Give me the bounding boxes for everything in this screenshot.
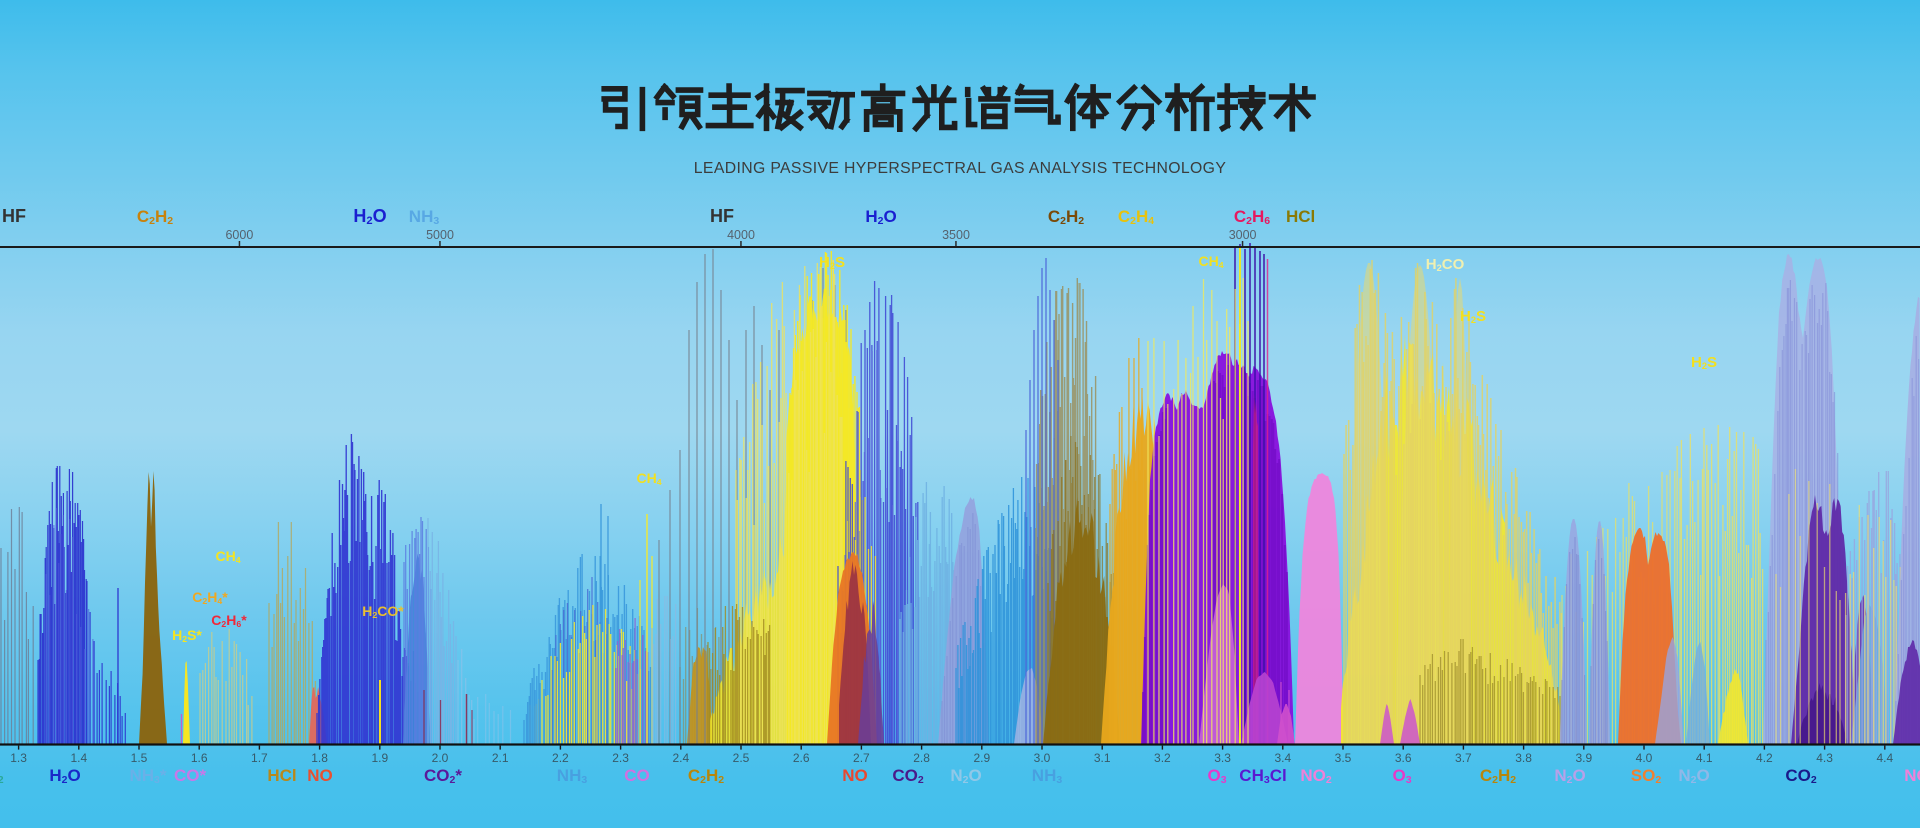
svg-text:HF: HF	[710, 206, 734, 226]
svg-text:3.8: 3.8	[1515, 751, 1532, 765]
svg-text:4000: 4000	[727, 228, 755, 242]
svg-text:4.4: 4.4	[1876, 751, 1893, 765]
svg-text:H2S: H2S	[819, 254, 845, 271]
svg-text:3.9: 3.9	[1575, 751, 1592, 765]
svg-text:3.4: 3.4	[1274, 751, 1291, 765]
svg-text:CH4: CH4	[636, 470, 661, 487]
svg-text:1.8: 1.8	[311, 751, 328, 765]
svg-text:H2S*: H2S*	[172, 627, 202, 644]
svg-text:SO2: SO2	[1631, 766, 1662, 786]
svg-text:1.4: 1.4	[70, 751, 87, 765]
svg-text:O3: O3	[1207, 766, 1226, 786]
svg-text:2.4: 2.4	[672, 751, 689, 765]
svg-text:2.1: 2.1	[492, 751, 509, 765]
svg-text:NH3: NH3	[1032, 766, 1063, 786]
svg-text:2.5: 2.5	[733, 751, 750, 765]
svg-text:H2O: H2O	[49, 766, 80, 786]
svg-text:NO2: NO2	[1300, 766, 1332, 786]
svg-text:C2H2: C2H2	[1048, 207, 1084, 227]
svg-text:CH4: CH4	[215, 548, 240, 565]
svg-text:3.1: 3.1	[1094, 751, 1111, 765]
svg-text:2.9: 2.9	[973, 751, 990, 765]
svg-text:5000: 5000	[426, 228, 454, 242]
svg-text:CO*: CO*	[174, 766, 207, 785]
svg-text:H2S: H2S	[1691, 354, 1717, 371]
svg-text:4.1: 4.1	[1696, 751, 1713, 765]
svg-text:HCl: HCl	[267, 766, 296, 785]
svg-text:3500: 3500	[942, 228, 970, 242]
svg-text:N2O: N2O	[1554, 766, 1585, 786]
svg-text:4.0: 4.0	[1636, 751, 1653, 765]
svg-text:3.7: 3.7	[1455, 751, 1472, 765]
svg-text:1.3: 1.3	[10, 751, 27, 765]
svg-text:H2CO: H2CO	[1426, 256, 1465, 273]
svg-text:3.0: 3.0	[1034, 751, 1051, 765]
svg-text:C2H2: C2H2	[137, 207, 173, 227]
svg-text:3000: 3000	[1229, 228, 1257, 242]
svg-text:NH3: NH3	[557, 766, 588, 786]
svg-text:3.3: 3.3	[1214, 751, 1231, 765]
svg-text:2.2: 2.2	[552, 751, 569, 765]
svg-text:CH4: CH4	[1198, 253, 1223, 270]
svg-text:NH3*: NH3*	[129, 766, 166, 786]
svg-text:1.7: 1.7	[251, 751, 268, 765]
svg-text:NO: NO	[842, 766, 868, 785]
svg-text:C2H6: C2H6	[1234, 207, 1270, 227]
svg-text:4.2: 4.2	[1756, 751, 1773, 765]
svg-text:2.8: 2.8	[913, 751, 930, 765]
svg-text:2.6: 2.6	[793, 751, 810, 765]
svg-text:H2O: H2O	[865, 207, 896, 227]
svg-text:C2H4: C2H4	[1118, 207, 1154, 227]
svg-text:C2H4*: C2H4*	[192, 589, 228, 606]
svg-text:H2CO*: H2CO*	[362, 603, 404, 620]
svg-text:3.5: 3.5	[1335, 751, 1352, 765]
svg-text:C2H2: C2H2	[688, 766, 724, 786]
svg-text:H2O: H2O	[353, 206, 386, 227]
svg-text:C2H2: C2H2	[1480, 766, 1516, 786]
svg-text:C2H6*: C2H6*	[211, 612, 247, 629]
svg-text:CH3Cl: CH3Cl	[1239, 766, 1286, 786]
svg-text:CO2: CO2	[892, 766, 924, 786]
svg-text:H2S: H2S	[1460, 308, 1486, 325]
svg-text:6000: 6000	[225, 228, 253, 242]
svg-text:O2: O2	[0, 766, 4, 786]
svg-text:1.9: 1.9	[371, 751, 388, 765]
svg-text:NH3: NH3	[409, 207, 440, 227]
svg-text:3.6: 3.6	[1395, 751, 1412, 765]
svg-text:NO: NO	[1904, 766, 1920, 785]
svg-text:4.3: 4.3	[1816, 751, 1833, 765]
svg-text:LEADING PASSIVE HYPERSPECTRAL: LEADING PASSIVE HYPERSPECTRAL GAS ANALYS…	[694, 160, 1227, 177]
svg-text:3.2: 3.2	[1154, 751, 1171, 765]
svg-text:CO: CO	[624, 766, 650, 785]
svg-text:CO2: CO2	[1785, 766, 1817, 786]
svg-text:N2O: N2O	[1678, 766, 1709, 786]
svg-text:NO: NO	[307, 766, 333, 785]
svg-text:2.7: 2.7	[853, 751, 870, 765]
svg-text:CO2*: CO2*	[424, 766, 462, 786]
svg-text:O3: O3	[1392, 766, 1411, 786]
svg-text:1.6: 1.6	[191, 751, 208, 765]
svg-text:2.3: 2.3	[612, 751, 629, 765]
svg-text:2.0: 2.0	[432, 751, 449, 765]
svg-text:1.5: 1.5	[131, 751, 148, 765]
svg-text:N2O: N2O	[950, 766, 981, 786]
svg-text:HF: HF	[2, 206, 26, 226]
svg-text:HCl: HCl	[1286, 207, 1315, 226]
